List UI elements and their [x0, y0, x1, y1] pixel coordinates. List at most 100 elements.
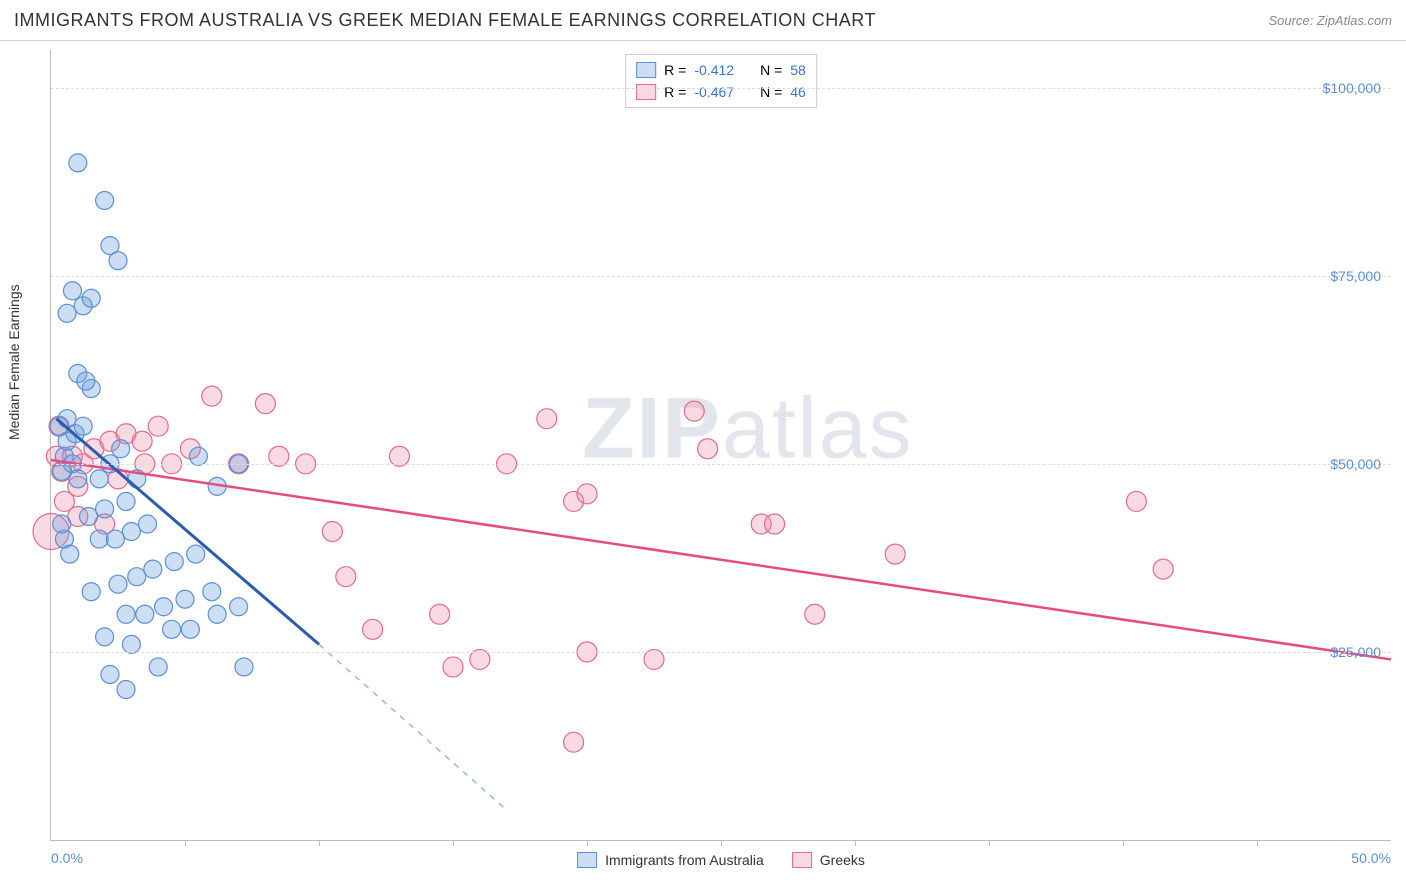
scatter-point	[58, 304, 76, 322]
scatter-point	[1153, 559, 1173, 579]
scatter-point	[69, 470, 87, 488]
scatter-point	[765, 514, 785, 534]
scatter-point	[564, 732, 584, 752]
scatter-point	[117, 492, 135, 510]
scatter-point	[363, 619, 383, 639]
scatter-point	[181, 620, 199, 638]
scatter-point	[82, 583, 100, 601]
legend-row-blue: R = -0.412 N = 58	[636, 59, 806, 81]
scatter-point	[698, 439, 718, 459]
scatter-point	[322, 522, 342, 542]
x-tick-mark	[1123, 840, 1124, 846]
scatter-point	[82, 289, 100, 307]
scatter-point	[805, 604, 825, 624]
gridline	[51, 276, 1391, 277]
x-tick-mark	[855, 840, 856, 846]
x-tick-mark	[1257, 840, 1258, 846]
swatch-pink-icon	[792, 852, 812, 868]
x-tick-mark	[721, 840, 722, 846]
scatter-point	[230, 598, 248, 616]
scatter-point	[885, 544, 905, 564]
scatter-point	[155, 598, 173, 616]
source-label: Source: ZipAtlas.com	[1268, 13, 1392, 28]
gridline	[51, 464, 1391, 465]
scatter-point	[443, 657, 463, 677]
scatter-point	[537, 409, 557, 429]
scatter-point	[109, 575, 127, 593]
scatter-point	[176, 590, 194, 608]
r-value-pink: -0.467	[694, 81, 734, 103]
scatter-point	[132, 431, 152, 451]
scatter-point	[138, 515, 156, 533]
y-tick-label: $75,000	[1330, 268, 1381, 284]
x-tick-mark	[185, 840, 186, 846]
scatter-point	[74, 417, 92, 435]
scatter-point	[1126, 491, 1146, 511]
scatter-point	[202, 386, 222, 406]
trend-line	[51, 460, 1391, 659]
y-tick-label: $50,000	[1330, 456, 1381, 472]
scatter-point	[203, 583, 221, 601]
gridline	[51, 652, 1391, 653]
scatter-point	[122, 635, 140, 653]
scatter-point	[69, 154, 87, 172]
scatter-point	[90, 530, 108, 548]
x-tick-label: 0.0%	[51, 850, 83, 866]
scatter-point	[189, 447, 207, 465]
legend-item-pink: Greeks	[792, 852, 865, 868]
scatter-point	[101, 665, 119, 683]
swatch-blue-icon	[577, 852, 597, 868]
scatter-point	[255, 394, 275, 414]
scatter-point	[136, 605, 154, 623]
scatter-point	[684, 401, 704, 421]
y-axis-label: Median Female Earnings	[6, 284, 22, 440]
x-tick-mark	[453, 840, 454, 846]
scatter-point	[122, 523, 140, 541]
legend-row-pink: R = -0.467 N = 46	[636, 81, 806, 103]
scatter-point	[106, 530, 124, 548]
plot-area: ZIPatlas R = -0.412 N = 58 R = -0.467 N …	[50, 50, 1391, 841]
scatter-point	[235, 658, 253, 676]
n-value-pink: 46	[790, 81, 806, 103]
gridline	[51, 88, 1391, 89]
y-tick-label: $100,000	[1323, 80, 1381, 96]
x-tick-mark	[989, 840, 990, 846]
x-tick-label: 50.0%	[1351, 850, 1391, 866]
scatter-point	[53, 515, 71, 533]
title-bar: IMMIGRANTS FROM AUSTRALIA VS GREEK MEDIA…	[0, 0, 1406, 41]
y-tick-label: $25,000	[1330, 644, 1381, 660]
swatch-pink	[636, 84, 656, 100]
n-value-blue: 58	[790, 59, 806, 81]
scatter-point	[112, 440, 130, 458]
scatter-point	[149, 658, 167, 676]
scatter-point	[577, 484, 597, 504]
series-legend: Immigrants from Australia Greeks	[577, 852, 865, 868]
scatter-point	[117, 681, 135, 699]
scatter-point	[336, 567, 356, 587]
legend-item-blue: Immigrants from Australia	[577, 852, 764, 868]
scatter-point	[61, 545, 79, 563]
chart-title: IMMIGRANTS FROM AUSTRALIA VS GREEK MEDIA…	[14, 10, 876, 31]
r-value-blue: -0.412	[694, 59, 734, 81]
x-tick-mark	[319, 840, 320, 846]
scatter-point	[117, 605, 135, 623]
swatch-blue	[636, 62, 656, 78]
scatter-point	[165, 553, 183, 571]
scatter-point	[90, 470, 108, 488]
scatter-point	[187, 545, 205, 563]
scatter-point	[163, 620, 181, 638]
scatter-point	[96, 191, 114, 209]
scatter-point	[96, 500, 114, 518]
scatter-point	[96, 628, 114, 646]
x-tick-mark	[587, 840, 588, 846]
scatter-point	[128, 568, 146, 586]
scatter-svg	[51, 50, 1391, 840]
scatter-point	[109, 252, 127, 270]
scatter-point	[80, 507, 98, 525]
scatter-point	[148, 416, 168, 436]
scatter-point	[63, 282, 81, 300]
scatter-point	[208, 605, 226, 623]
scatter-point	[430, 604, 450, 624]
scatter-point	[77, 372, 95, 390]
correlation-legend: R = -0.412 N = 58 R = -0.467 N = 46	[625, 54, 817, 108]
